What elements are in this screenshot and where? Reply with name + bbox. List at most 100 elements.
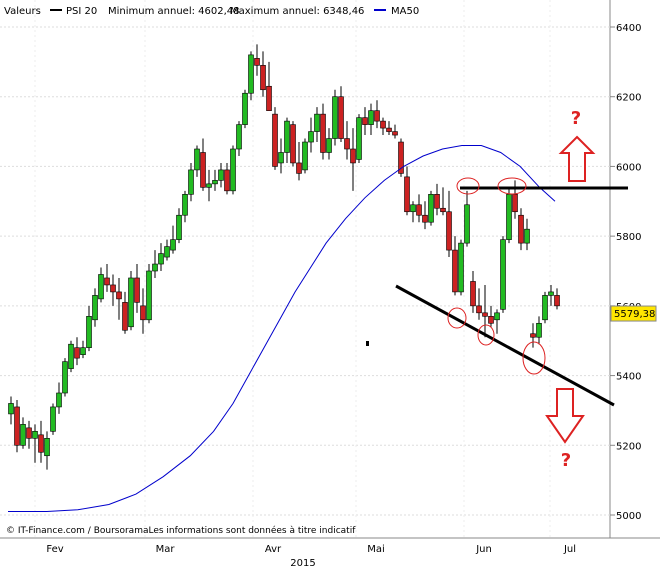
candle-body	[464, 204, 470, 244]
candle-body	[116, 291, 122, 300]
resistance-circle-2	[497, 177, 527, 195]
candle-body	[518, 214, 524, 244]
candle-body	[350, 148, 356, 164]
candle-body	[494, 312, 500, 321]
candle-body	[524, 228, 530, 244]
candle-body	[212, 180, 218, 185]
candle-body	[284, 120, 290, 153]
x-tick-label: Mar	[156, 544, 176, 555]
ma50-line	[8, 145, 556, 512]
candle-body	[230, 148, 236, 192]
candle-body	[68, 343, 74, 369]
legend-min: Minimum annuel: 4602,48	[108, 6, 240, 17]
candle-body	[422, 214, 428, 223]
candle-body	[86, 316, 92, 348]
candle-body	[374, 110, 380, 122]
y-tick-label: 5000	[616, 511, 641, 522]
candle-body	[170, 239, 176, 251]
candle-body	[164, 246, 170, 258]
candle-body	[92, 295, 98, 321]
candle-body	[188, 169, 194, 195]
candle-body	[182, 194, 188, 216]
question-bottom: ?	[561, 450, 571, 471]
legend-ma-swatch	[374, 9, 386, 11]
candle-body	[434, 194, 440, 209]
candle-body	[488, 316, 494, 324]
legend-psi: PSI 20	[66, 6, 97, 17]
candle-body	[368, 110, 374, 125]
legend-valeurs: Valeurs	[4, 6, 41, 17]
candle-body	[386, 127, 392, 132]
last-price-label: 5579,38	[614, 309, 655, 320]
support-circle-2	[477, 324, 495, 346]
candle-body	[326, 138, 332, 153]
candle-body	[296, 162, 302, 174]
candle-body	[224, 169, 230, 192]
candle-body	[512, 194, 518, 213]
candle-body	[320, 113, 326, 153]
x-tick-label: Mai	[367, 544, 385, 555]
candle-body	[38, 434, 44, 453]
candle-body	[260, 65, 266, 91]
candle-body	[380, 120, 386, 129]
candle-body	[470, 281, 476, 307]
question-top: ?	[571, 108, 581, 129]
candle-body	[218, 169, 224, 181]
y-tick-label: 6000	[616, 162, 641, 173]
candle-body	[554, 295, 560, 307]
candle-body	[14, 406, 20, 446]
candle-body	[362, 117, 368, 125]
candlestick-series	[8, 44, 560, 470]
candle-body	[200, 152, 206, 188]
candle-body	[8, 403, 14, 415]
x-tick-label: Fev	[46, 544, 63, 555]
candle-body	[266, 85, 272, 111]
footer-credit: © IT-Finance.com / BoursoramaLes informa…	[6, 525, 356, 536]
legend-max: Maximum annuel: 6348,46	[230, 6, 364, 17]
candle-body	[98, 274, 104, 300]
candle-body	[44, 438, 50, 457]
x-axis: Fev Mar Avr Mai Jun Jul	[46, 544, 576, 555]
candle-body	[122, 302, 128, 331]
candle-body	[104, 277, 110, 286]
candle-body	[410, 204, 416, 213]
candle-body	[110, 284, 116, 293]
candle-body	[548, 291, 554, 296]
y-tick-label: 5400	[616, 372, 641, 383]
candle-body	[458, 242, 464, 293]
candle-body	[176, 214, 182, 240]
candle-body	[308, 131, 314, 143]
candle-body	[206, 183, 212, 188]
down-arrow-icon	[545, 388, 585, 444]
stray-tick-mark	[366, 341, 369, 346]
candle-body	[290, 124, 296, 164]
candle-body	[236, 124, 242, 150]
candle-body	[56, 392, 62, 408]
candle-body	[50, 406, 56, 432]
candle-body	[194, 148, 200, 171]
candle-body	[536, 322, 542, 338]
candle-body	[500, 239, 506, 310]
candle-body	[446, 211, 452, 251]
x-tick-label: Avr	[265, 544, 282, 555]
candle-body	[440, 207, 446, 213]
x-year-label: 2015	[290, 558, 315, 569]
candle-body	[242, 92, 248, 125]
candle-body	[314, 113, 320, 132]
up-arrow-icon	[558, 135, 596, 182]
candle-body	[158, 253, 164, 265]
candle-body	[254, 58, 260, 66]
y-tick-label: 5800	[616, 232, 641, 243]
last-price-badge: 5579,38	[610, 305, 657, 322]
candle-body	[278, 152, 284, 164]
candle-body	[302, 141, 308, 171]
y-tick-label: 6200	[616, 93, 641, 104]
support-circle-3	[522, 341, 546, 375]
candle-body	[134, 277, 140, 303]
candle-body	[416, 204, 422, 216]
candle-body	[152, 263, 158, 272]
candle-body	[80, 347, 86, 355]
resistance-circle-1	[456, 177, 480, 195]
candle-body	[338, 96, 344, 139]
